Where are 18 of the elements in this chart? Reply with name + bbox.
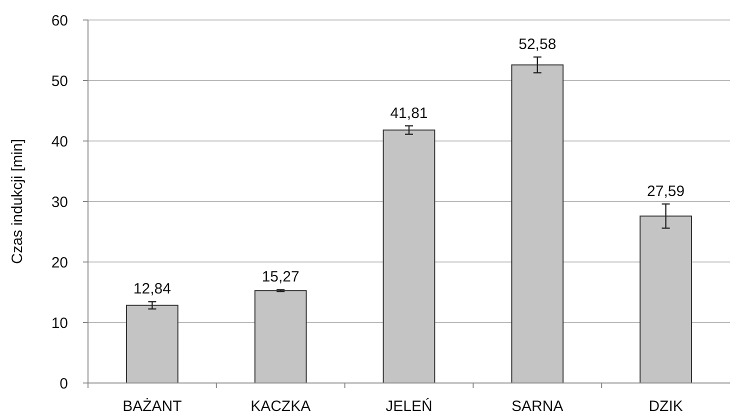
data-label: 12,84 [133,280,171,298]
y-tick-label: 30 [51,194,68,211]
y-tick-label: 50 [51,72,68,90]
y-tick-label: 10 [51,314,68,332]
x-tick-label: KACZKA [250,398,311,415]
y-tick-label: 60 [51,12,68,30]
data-label: 27,59 [647,182,685,200]
data-label: 52,58 [518,36,556,54]
x-tick-label: DZIK [648,398,683,415]
y-tick-label: 20 [51,254,68,272]
data-label: 15,27 [262,268,300,286]
y-tick-label: 40 [51,133,68,150]
y-tick-label: 0 [60,375,68,392]
y-axis-title: Czas indukcji [min] [9,138,26,264]
x-tick-label: BAŻANT [122,397,182,415]
x-tick-label: JELEŃ [386,397,432,415]
x-tick-label: SARNA [512,398,564,415]
data-label: 41,81 [390,104,428,122]
